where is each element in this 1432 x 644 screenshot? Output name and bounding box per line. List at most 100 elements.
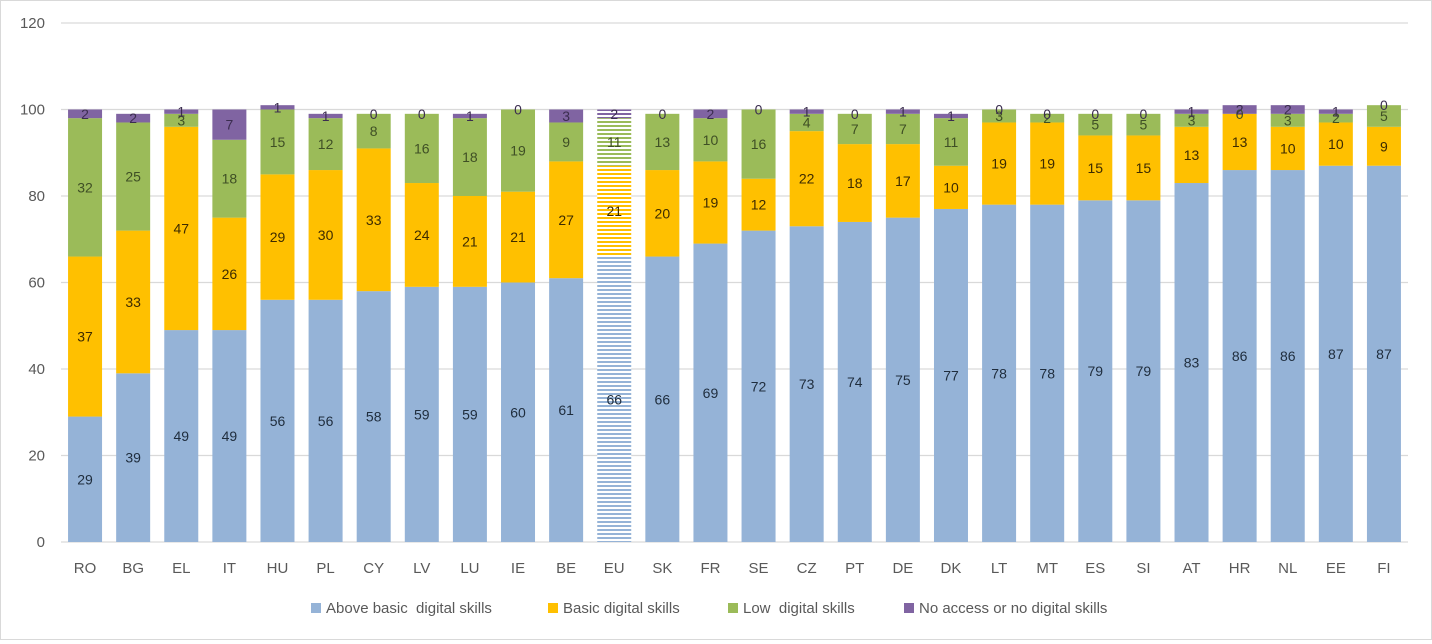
data-label: 2 (1332, 110, 1340, 126)
y-tick-label: 0 (37, 534, 45, 551)
legend-label: Low digital skills (743, 600, 855, 617)
bar-segment-fr-3 (693, 109, 728, 119)
bar-segment-fi-0 (1366, 165, 1401, 542)
x-tick-label: HU (267, 560, 289, 577)
x-tick-label: BG (122, 560, 144, 577)
bar-segment-ie-2 (501, 109, 536, 192)
bar-segment-hr-0 (1222, 170, 1257, 543)
bar-segment-lu-3 (452, 113, 487, 119)
data-label: 25 (125, 169, 141, 185)
data-label: 3 (1188, 112, 1196, 128)
data-label: 19 (703, 194, 719, 210)
data-label: 10 (703, 132, 719, 148)
data-label: 1 (466, 108, 474, 124)
data-label: 18 (847, 175, 863, 191)
bar-segment-at-2 (1174, 113, 1209, 127)
data-label: 26 (222, 266, 238, 282)
bar-segment-fi-2 (1366, 105, 1401, 127)
data-label: 87 (1328, 346, 1344, 362)
bar-segment-es-0 (1078, 200, 1113, 542)
bar-segment-cz-0 (789, 226, 824, 542)
data-label: 20 (655, 205, 671, 221)
data-label: 72 (751, 378, 767, 394)
bar-segment-dk-0 (933, 208, 968, 542)
data-label: 49 (173, 428, 189, 444)
bar-segment-nl-0 (1270, 170, 1305, 543)
data-label: 59 (462, 406, 478, 422)
data-label: 3 (562, 108, 570, 124)
bar-segment-sk-1 (645, 170, 680, 257)
bar-segment-si-1 (1126, 135, 1161, 201)
bar-segment-mt-1 (1030, 122, 1065, 205)
bar-segment-hu-3 (260, 105, 295, 110)
data-label: 4 (803, 114, 811, 130)
data-label: 79 (1088, 363, 1104, 379)
legend-label: Basic digital skills (563, 600, 680, 617)
data-label: 5 (1140, 117, 1148, 133)
data-label: 56 (270, 413, 286, 429)
bar-segment-be-1 (549, 161, 584, 279)
data-label: 86 (1232, 348, 1248, 364)
data-label: 12 (318, 136, 334, 152)
bar-segment-ro-0 (68, 416, 103, 542)
data-label: 13 (1232, 134, 1248, 150)
data-label: 33 (366, 212, 382, 228)
x-tick-label: DK (941, 560, 962, 577)
bar-segment-cz-3 (789, 109, 824, 114)
data-label: 66 (655, 391, 671, 407)
data-label: 16 (751, 136, 767, 152)
x-tick-label: NL (1278, 560, 1297, 577)
bar-segment-pl-1 (308, 170, 343, 300)
data-label: 59 (414, 406, 430, 422)
data-label: 8 (370, 123, 378, 139)
data-label: 2 (1043, 110, 1051, 126)
bar-segment-bg-3 (116, 113, 151, 123)
bar-segment-fi-1 (1366, 126, 1401, 166)
y-tick-label: 100 (20, 102, 45, 119)
legend-item: Above basic digital skills (311, 600, 492, 617)
bar-segment-cz-2 (789, 113, 824, 132)
bar-segment-pl-3 (308, 113, 343, 119)
bar-segment-lt-0 (982, 204, 1017, 542)
bar-segment-cy-0 (356, 291, 391, 542)
data-label: 0 (658, 106, 666, 122)
bar-segment-ro-3 (68, 109, 103, 119)
data-label: 87 (1376, 346, 1392, 362)
data-label: 33 (125, 294, 141, 310)
data-label: 15 (1136, 160, 1152, 176)
bar-segment-eu-0 (597, 256, 632, 542)
data-label: 9 (1380, 138, 1388, 154)
bar-segment-at-1 (1174, 126, 1209, 184)
data-label: 86 (1280, 348, 1296, 364)
y-tick-label: 120 (20, 15, 45, 32)
data-label: 1 (947, 108, 955, 124)
bar-segment-lv-1 (404, 183, 439, 287)
bar-segment-de-3 (885, 109, 920, 114)
bar-segment-pt-0 (837, 221, 872, 542)
data-label: 0 (418, 106, 426, 122)
bar-segment-fr-1 (693, 161, 728, 244)
bar-segment-it-0 (212, 330, 247, 542)
data-label: 78 (1039, 365, 1055, 381)
data-label: 12 (751, 197, 767, 213)
data-label: 2 (1284, 102, 1292, 118)
data-label: 19 (1039, 156, 1055, 172)
data-label: 75 (895, 372, 911, 388)
bar-segment-el-1 (164, 126, 199, 331)
y-tick-label: 20 (28, 448, 45, 465)
bar-segment-el-2 (164, 113, 199, 127)
x-tick-label: EL (172, 560, 190, 577)
x-tick-label: MT (1036, 560, 1058, 577)
x-tick-label: LU (460, 560, 479, 577)
bar-segment-pt-2 (837, 113, 872, 145)
data-label: 0 (1091, 106, 1099, 122)
data-label: 74 (847, 374, 863, 390)
data-label: 61 (558, 402, 574, 418)
bar-segment-hr-1 (1222, 113, 1257, 171)
bar-segment-lv-0 (404, 286, 439, 542)
x-tick-label: BE (556, 560, 576, 577)
x-tick-label: DE (892, 560, 913, 577)
bar-segment-lu-0 (452, 286, 487, 542)
data-label: 10 (943, 179, 959, 195)
x-tick-label: RO (74, 560, 97, 577)
